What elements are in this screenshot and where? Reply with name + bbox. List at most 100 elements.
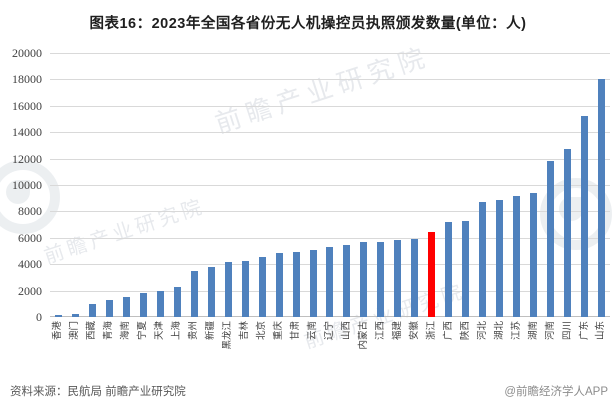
bar-slot	[440, 53, 457, 317]
bar-slot	[135, 53, 152, 317]
bar-slot	[576, 53, 593, 317]
bar-河南	[547, 161, 555, 317]
x-tick-label: 黑龙江	[222, 321, 234, 350]
x-slot: 广西	[440, 318, 457, 376]
y-tick-label: 4000	[18, 257, 42, 272]
y-tick-label: 6000	[18, 230, 42, 245]
bar-宁夏	[139, 293, 147, 317]
bar-slot	[118, 53, 135, 317]
y-tick-label: 8000	[18, 204, 42, 219]
bar-香港	[54, 315, 62, 317]
bar-slot	[372, 53, 389, 317]
bar-slot	[237, 53, 254, 317]
bar-广西	[445, 221, 453, 317]
x-tick-label: 广西	[442, 321, 454, 341]
bar-上海	[173, 287, 181, 317]
x-slot: 辽宁	[322, 318, 339, 376]
x-tick-label: 宁夏	[137, 321, 149, 341]
x-slot: 四川	[559, 318, 576, 376]
bar-slot	[559, 53, 576, 317]
x-tick-label: 内蒙古	[357, 321, 369, 350]
bar-天津	[156, 290, 164, 317]
x-tick-label: 河北	[476, 321, 488, 341]
gridline	[50, 79, 610, 81]
x-tick-label: 云南	[307, 321, 319, 341]
x-slot: 江苏	[508, 318, 525, 376]
x-slot: 陕西	[457, 318, 474, 376]
x-slot: 贵州	[186, 318, 203, 376]
bar-slot	[220, 53, 237, 317]
bar-湖南	[530, 192, 538, 317]
x-slot: 青海	[101, 318, 118, 376]
x-tick-label: 湖北	[493, 321, 505, 341]
bar-slot	[305, 53, 322, 317]
x-slot: 吉林	[237, 318, 254, 376]
x-tick-label: 上海	[171, 321, 183, 341]
bar-澳门	[71, 313, 79, 317]
bar-slot	[457, 53, 474, 317]
x-slot: 甘肃	[288, 318, 305, 376]
x-tick-label: 江西	[374, 321, 386, 341]
y-tick-label: 2000	[18, 283, 42, 298]
bar-吉林	[241, 260, 249, 317]
bar-河北	[479, 201, 487, 317]
bar-slot	[474, 53, 491, 317]
bar-slot	[525, 53, 542, 317]
x-tick-label: 陕西	[459, 321, 471, 341]
x-tick-label: 吉林	[239, 321, 251, 341]
bar-slot	[406, 53, 423, 317]
x-tick-label: 新疆	[205, 321, 217, 341]
bar-slot	[101, 53, 118, 317]
bar-slot	[542, 53, 559, 317]
x-axis: 香港 澳门 西藏 青海 海南 宁夏 天津 上海 贵州 新疆 黑龙江 吉林 北京 重庆 甘肃 云南 辽宁 山西 内蒙古…	[50, 318, 610, 376]
bar-slot	[389, 53, 406, 317]
x-slot: 湖北	[491, 318, 508, 376]
x-tick-label: 山东	[595, 321, 607, 341]
x-tick-label: 香港	[52, 321, 64, 341]
gridline	[50, 185, 610, 186]
x-slot: 浙江	[423, 318, 440, 376]
bar-slot	[322, 53, 339, 317]
x-tick-label: 河南	[544, 321, 556, 341]
bar-slot	[50, 53, 67, 317]
gridline	[50, 53, 610, 54]
bar-slot	[355, 53, 372, 317]
bar-安徽	[411, 239, 419, 317]
x-tick-label: 山西	[340, 321, 352, 341]
bar-内蒙古	[360, 242, 368, 317]
x-slot: 云南	[305, 318, 322, 376]
x-tick-label: 湖南	[527, 321, 539, 341]
bar-slot	[152, 53, 169, 317]
bar-黑龙江	[224, 262, 232, 317]
gridline	[50, 105, 610, 107]
bar-广东	[581, 115, 589, 317]
bar-云南	[309, 250, 317, 317]
x-tick-label: 贵州	[188, 321, 200, 341]
x-tick-label: 江苏	[510, 321, 522, 341]
x-tick-label: 海南	[120, 321, 132, 341]
bar-青海	[105, 299, 113, 317]
x-tick-label: 广东	[578, 321, 590, 341]
x-slot: 宁夏	[135, 318, 152, 376]
x-tick-label: 澳门	[69, 321, 81, 341]
x-slot: 山西	[338, 318, 355, 376]
bar-slot	[338, 53, 355, 317]
y-tick-label: 0	[36, 310, 42, 324]
bar-江西	[377, 241, 385, 317]
bar-贵州	[190, 270, 198, 317]
x-slot: 安徽	[406, 318, 423, 376]
bar-slot	[491, 53, 508, 317]
bar-四川	[564, 149, 572, 317]
x-tick-label: 辽宁	[323, 321, 335, 341]
x-tick-label: 浙江	[425, 321, 437, 341]
x-tick-label: 天津	[154, 321, 166, 341]
gridline	[50, 211, 610, 213]
gridline	[50, 132, 610, 134]
x-slot: 天津	[152, 318, 169, 376]
bar-辽宁	[326, 247, 334, 317]
source-note: 资料来源：民航局 前瞻产业研究院	[10, 386, 186, 398]
x-tick-label: 青海	[103, 321, 115, 341]
x-slot: 北京	[254, 318, 271, 376]
bar-福建	[394, 239, 402, 317]
